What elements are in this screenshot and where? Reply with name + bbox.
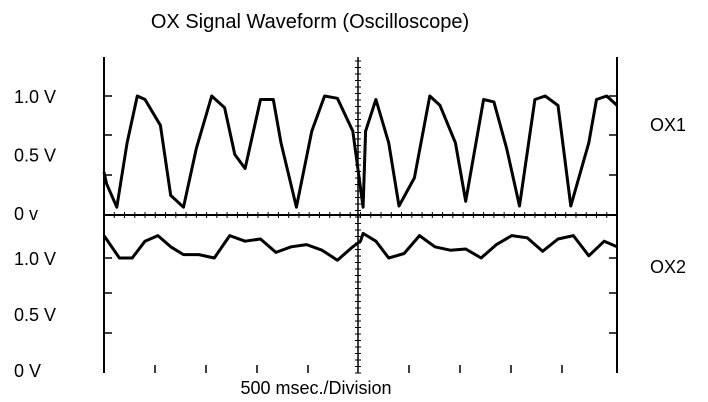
x-axis-label: 500 msec./Division xyxy=(240,378,391,398)
waveform-trace xyxy=(102,231,618,262)
y-tick-label: 1.0 V xyxy=(14,87,56,107)
waveform-trace xyxy=(102,94,619,209)
y-tick-label: 0.5 V xyxy=(14,305,56,325)
axis-labels: 1.0 V 0.5 V 0 v OX1 1.0 V 0.5 V 0 V OX2 xyxy=(14,87,686,381)
traces xyxy=(102,94,619,262)
trace-label: OX2 xyxy=(650,257,686,277)
y-tick-label: 1.0 V xyxy=(14,249,56,269)
tick-marks xyxy=(103,60,618,374)
y-tick-label: 0.5 V xyxy=(14,146,56,166)
y-tick-label: 0 V xyxy=(14,361,41,381)
trace-label: OX1 xyxy=(650,115,686,135)
y-tick-label: 0 v xyxy=(14,204,38,224)
chart-title: OX Signal Waveform (Oscilloscope) xyxy=(151,11,469,33)
